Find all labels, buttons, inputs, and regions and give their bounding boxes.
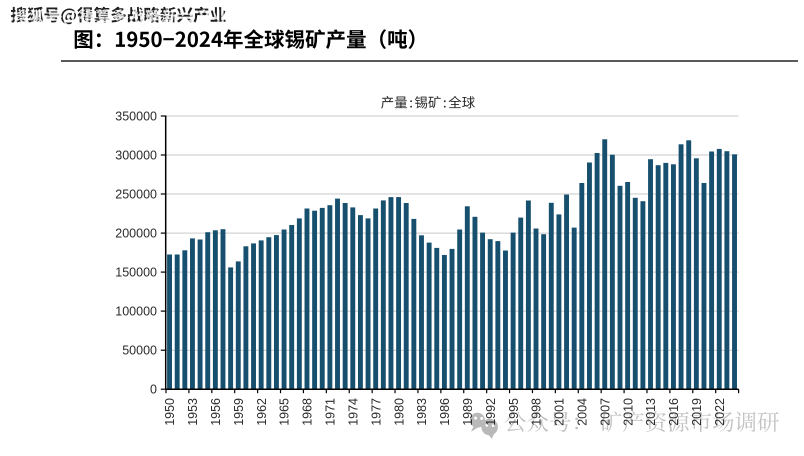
- svg-text:2010: 2010: [621, 398, 635, 426]
- svg-text:50000: 50000: [122, 344, 157, 358]
- svg-text:2016: 2016: [667, 398, 681, 426]
- svg-text:2022: 2022: [713, 398, 727, 426]
- svg-text:1998: 1998: [530, 398, 544, 426]
- svg-text:1950: 1950: [163, 398, 177, 426]
- svg-text:1989: 1989: [461, 398, 475, 426]
- svg-text:1992: 1992: [484, 398, 498, 426]
- svg-text:1995: 1995: [507, 398, 521, 426]
- svg-text:2019: 2019: [690, 398, 704, 426]
- svg-text:250000: 250000: [115, 187, 157, 201]
- svg-text:2001: 2001: [553, 398, 567, 426]
- svg-text:1971: 1971: [324, 398, 338, 426]
- svg-text:1953: 1953: [186, 398, 200, 426]
- svg-text:1962: 1962: [255, 398, 269, 426]
- svg-text:150000: 150000: [115, 265, 157, 279]
- svg-text:1974: 1974: [346, 398, 360, 426]
- svg-text:350000: 350000: [115, 109, 157, 123]
- svg-text:1986: 1986: [438, 398, 452, 426]
- svg-text:2013: 2013: [644, 398, 658, 426]
- svg-text:2007: 2007: [598, 398, 612, 426]
- svg-text:100000: 100000: [115, 304, 157, 318]
- svg-text:1965: 1965: [278, 398, 292, 426]
- svg-text:300000: 300000: [115, 148, 157, 162]
- svg-text:1968: 1968: [301, 398, 315, 426]
- svg-text:2004: 2004: [575, 398, 589, 426]
- svg-text:1956: 1956: [209, 398, 223, 426]
- svg-text:1959: 1959: [232, 398, 246, 426]
- svg-text:1977: 1977: [369, 398, 383, 426]
- svg-text:1983: 1983: [415, 398, 429, 426]
- svg-text:1980: 1980: [392, 398, 406, 426]
- svg-text:0: 0: [150, 383, 157, 397]
- svg-text:200000: 200000: [115, 226, 157, 240]
